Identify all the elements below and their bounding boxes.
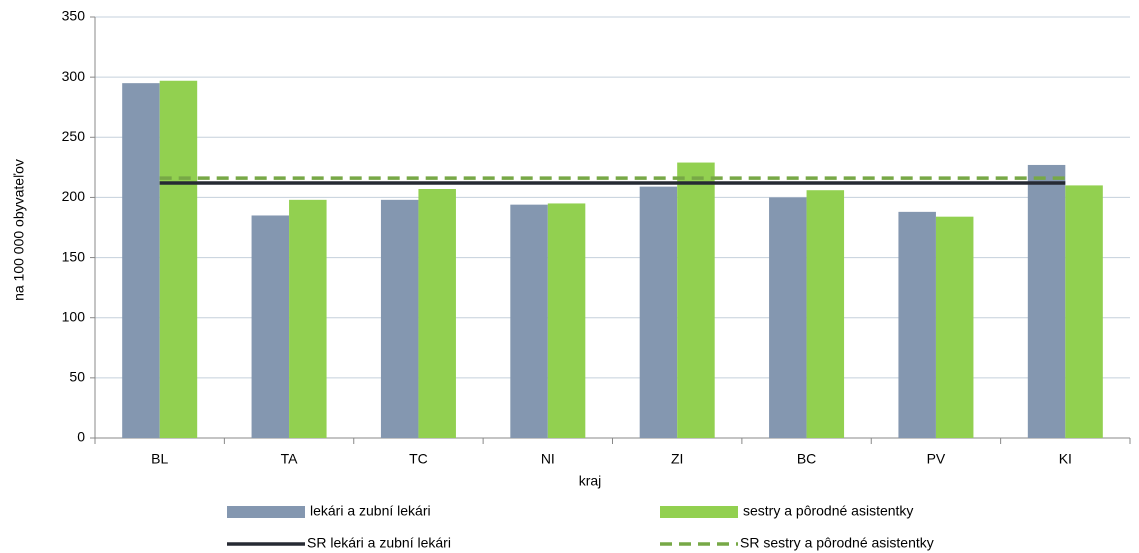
bar (639, 186, 678, 438)
legend-label: lekári a zubní lekári (310, 503, 431, 519)
legend-swatch (660, 506, 738, 518)
y-axis-label: na 100 000 obyvateľov (11, 159, 27, 301)
bar (251, 215, 290, 438)
x-tick-label: TC (409, 451, 428, 467)
x-axis-label: kraj (579, 473, 602, 489)
bar (769, 197, 807, 438)
x-tick-label: NI (541, 451, 555, 467)
y-tick-label: 250 (62, 128, 86, 144)
y-tick-label: 0 (77, 429, 85, 445)
y-tick-label: 150 (62, 248, 86, 264)
x-tick-label: BC (797, 451, 816, 467)
x-tick-label: PV (927, 451, 946, 467)
bar (122, 83, 160, 439)
y-tick-label: 50 (69, 369, 85, 385)
bar (547, 203, 586, 438)
legend-label: sestry a pôrodné asistentky (743, 503, 913, 519)
bar (1065, 185, 1103, 438)
bar (677, 162, 715, 438)
bar (898, 211, 936, 438)
y-tick-label: 300 (62, 68, 86, 84)
bar (935, 216, 974, 438)
bar (159, 80, 198, 438)
x-tick-label: ZI (671, 451, 683, 467)
bar (1027, 164, 1066, 439)
y-tick-label: 200 (62, 188, 86, 204)
bar (510, 204, 548, 438)
legend-swatch (227, 506, 305, 518)
legend-label: SR sestry a pôrodné asistentky (740, 535, 934, 551)
x-tick-label: TA (281, 451, 299, 467)
legend-label: SR lekári a zubní lekári (307, 535, 451, 551)
bar (418, 189, 456, 438)
x-tick-label: BL (151, 451, 168, 467)
y-tick-label: 100 (62, 308, 86, 324)
bar (806, 190, 845, 438)
x-tick-label: KI (1059, 451, 1072, 467)
bar (289, 199, 327, 438)
bar (380, 199, 419, 438)
y-tick-label: 350 (62, 8, 86, 24)
